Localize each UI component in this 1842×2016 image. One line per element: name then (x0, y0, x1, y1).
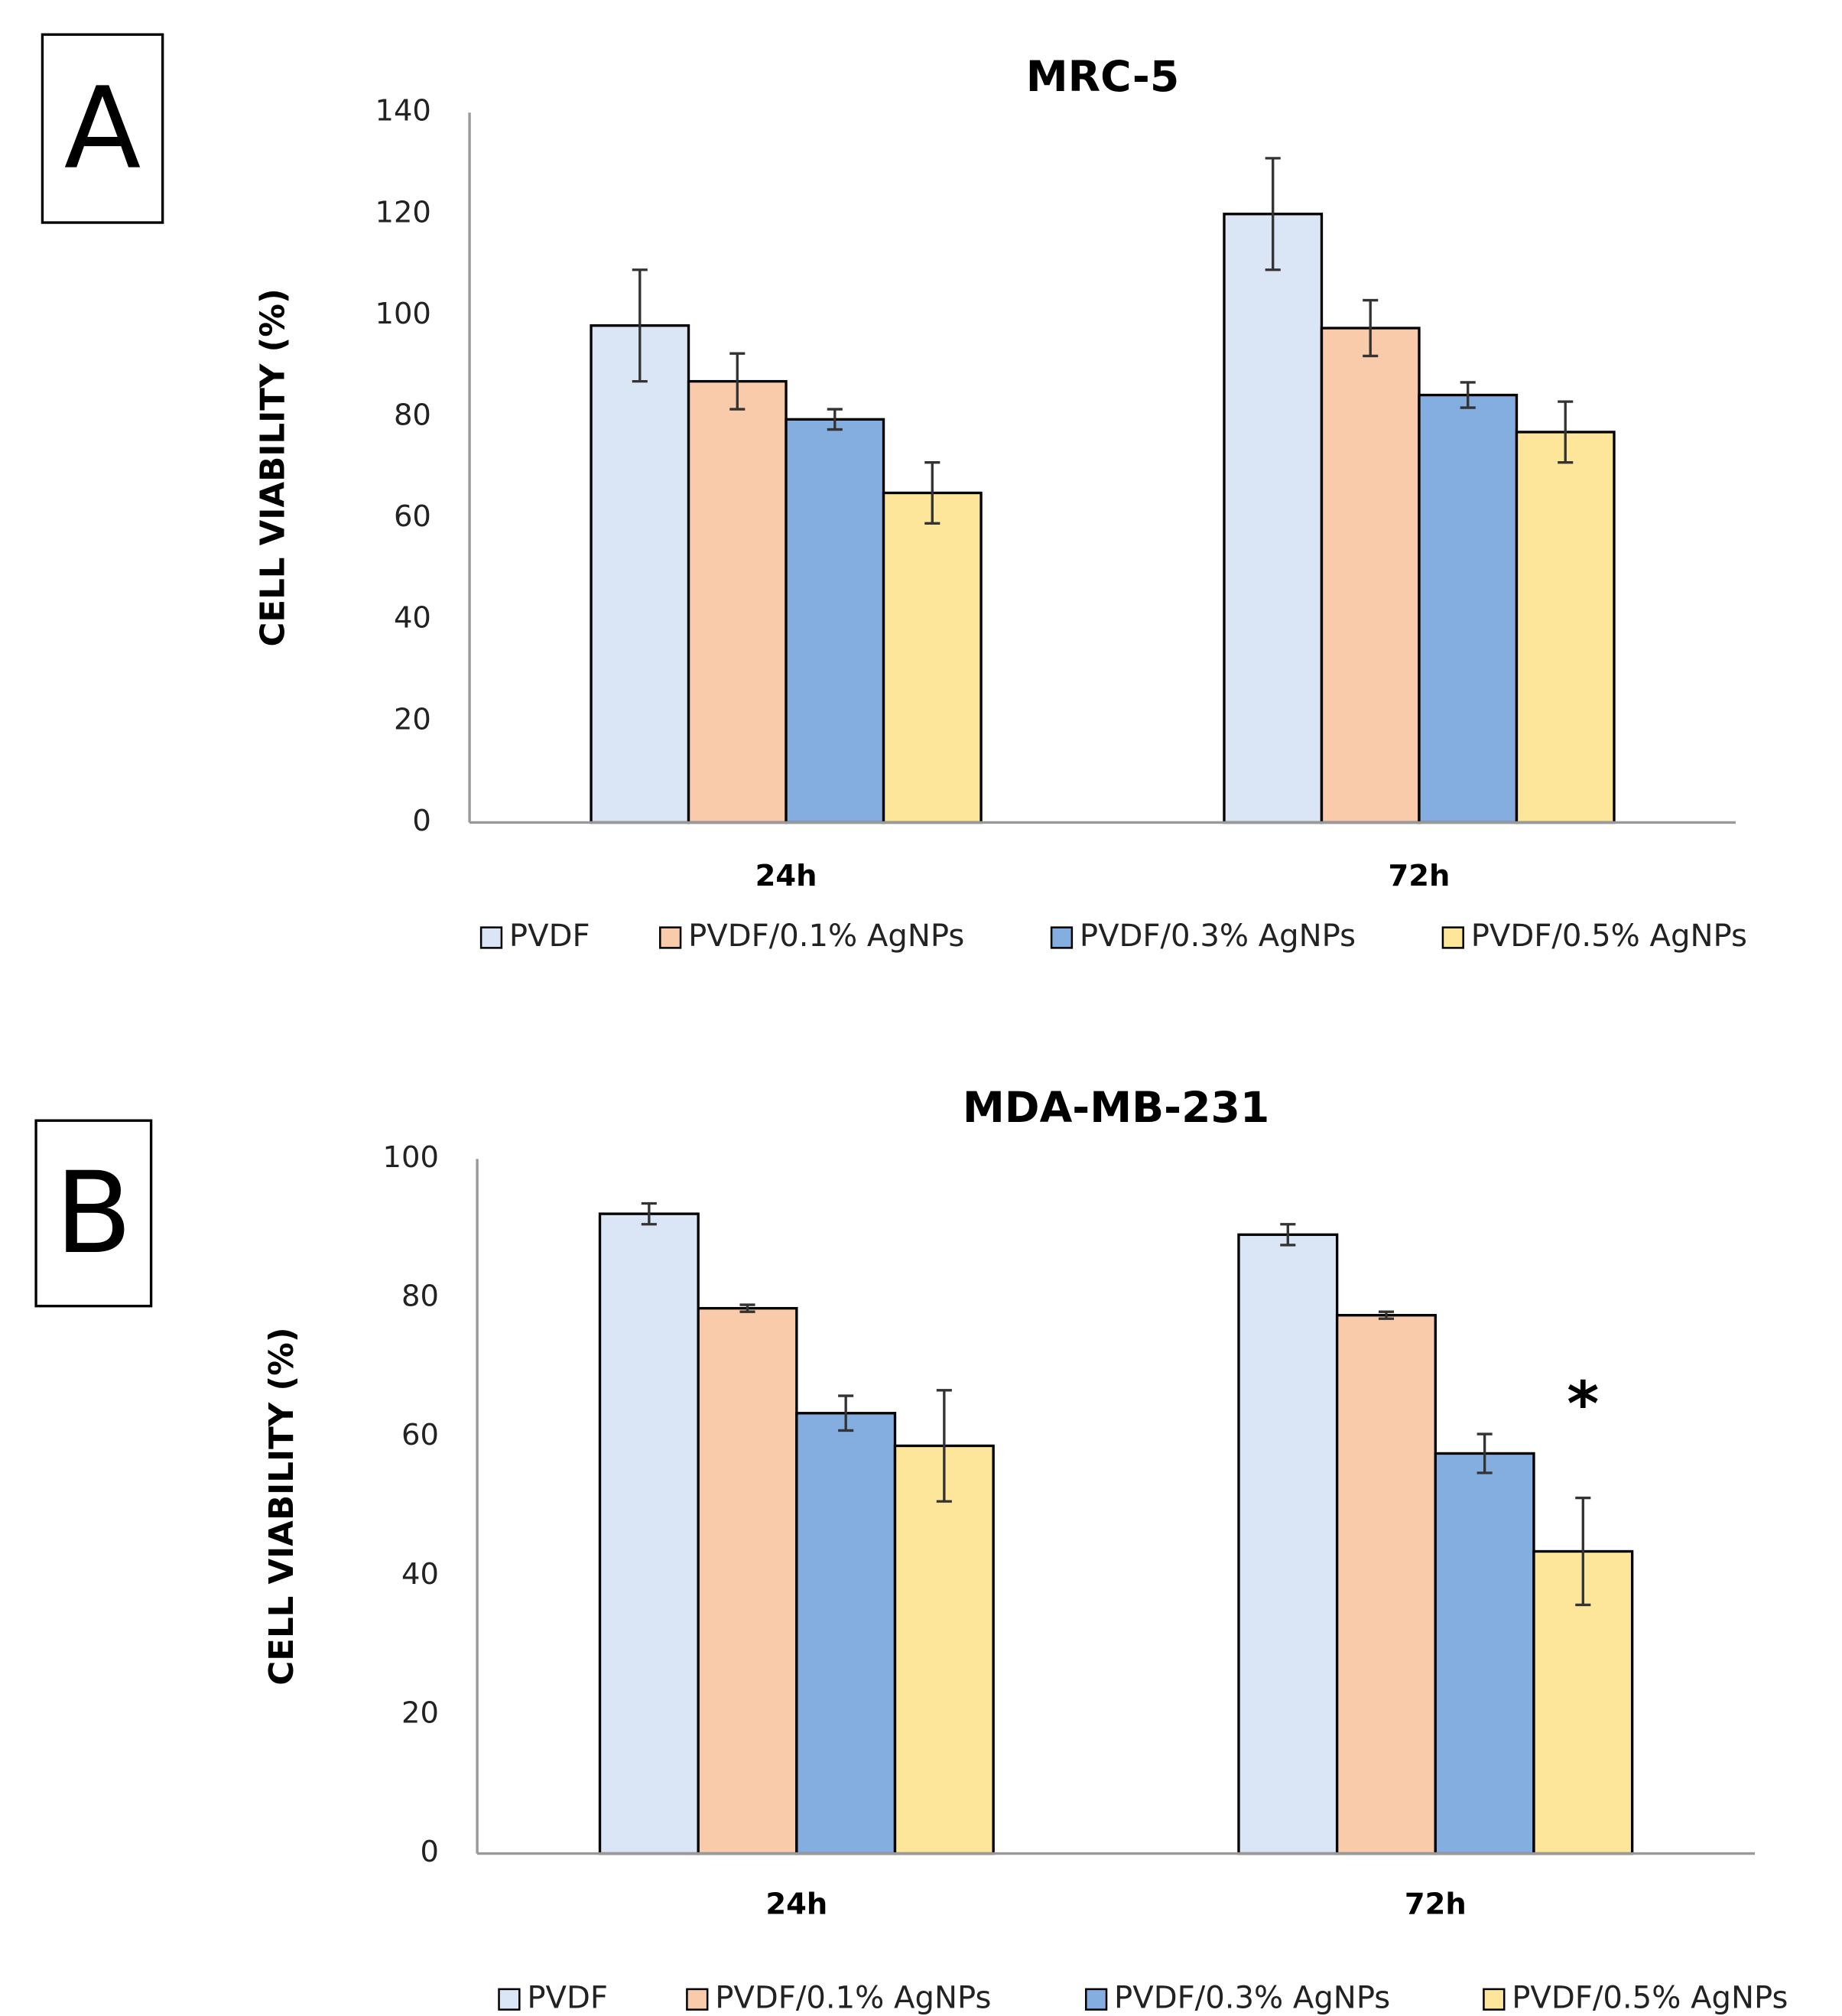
bar (1434, 1452, 1535, 1855)
x-tick-label: 24h (755, 859, 817, 893)
legend-label: PVDF/0.1% AgNPs (715, 1980, 991, 2015)
bar (598, 1212, 700, 1855)
error-bar (1477, 1432, 1493, 1475)
error-bar (1265, 157, 1281, 272)
legend-label: PVDF (527, 1980, 608, 2015)
bar (1320, 327, 1421, 824)
y-tick-label: 140 (375, 94, 430, 128)
legend-label: PVDF/0.5% AgNPs (1512, 1980, 1788, 2015)
error-bar (632, 268, 648, 383)
annotation: * (1567, 1367, 1599, 1439)
y-tick-label: 40 (394, 601, 431, 636)
legend-swatch (686, 1988, 709, 2011)
legend-swatch (1483, 1988, 1506, 2011)
y-tick-label: 120 (375, 195, 430, 229)
panel-box (34, 1119, 153, 1308)
error-bar (729, 352, 746, 411)
legend-label: PVDF (509, 919, 590, 954)
bar (1515, 431, 1616, 824)
y-tick-label: 80 (401, 1280, 439, 1314)
bar (1335, 1314, 1437, 1855)
legend-swatch (479, 926, 503, 949)
panel-box (41, 33, 164, 224)
legend-label: PVDF/0.5% AgNPs (1471, 919, 1747, 954)
y-tick-label: 20 (394, 702, 431, 736)
error-bar (936, 1389, 952, 1503)
legend-label: PVDF/0.3% AgNPs (1080, 919, 1356, 954)
legend-label: PVDF/0.3% AgNPs (1114, 1980, 1390, 2015)
bar (882, 491, 983, 824)
x-tick-label: 72h (1389, 859, 1451, 893)
y-tick-label: 60 (394, 499, 431, 534)
y-tick-label: 40 (401, 1557, 439, 1592)
bar (893, 1444, 995, 1855)
legend-swatch (1441, 926, 1464, 949)
y-tick-label: 100 (383, 1140, 439, 1175)
error-bar (1558, 400, 1574, 464)
bar (590, 324, 690, 824)
y-axis-label: CELL VIABILITY (%) (254, 288, 292, 646)
error-bar (827, 408, 843, 431)
bar (1418, 393, 1519, 824)
bar (697, 1306, 798, 1855)
error-bar (924, 461, 940, 525)
legend-swatch (1050, 926, 1074, 949)
bar (1223, 213, 1324, 824)
y-tick-label: 80 (394, 398, 431, 433)
y-tick-label: 100 (375, 297, 430, 331)
x-tick-label: 72h (1405, 1888, 1467, 1922)
error-bar (838, 1394, 854, 1432)
error-bar (1363, 298, 1379, 358)
panel-label: A (64, 63, 141, 194)
bar (795, 1412, 897, 1855)
error-bar (739, 1303, 755, 1313)
y-tick-label: 60 (401, 1418, 439, 1452)
y-tick-label: 0 (412, 804, 430, 838)
y-tick-label: 0 (420, 1835, 438, 1869)
error-bar (1378, 1310, 1395, 1320)
error-bar (1280, 1223, 1296, 1247)
error-bar (1460, 381, 1476, 409)
x-tick-label: 24h (765, 1888, 827, 1922)
error-bar (1575, 1496, 1591, 1607)
y-tick-label: 20 (401, 1696, 439, 1730)
bar (1237, 1233, 1339, 1855)
panel-label: B (55, 1147, 132, 1279)
chart-title: MDA-MB-231 (963, 1084, 1269, 1133)
error-bar (641, 1201, 657, 1226)
bar (785, 418, 885, 824)
y-axis-label: CELL VIABILITY (%) (263, 1327, 301, 1685)
chart-title: MRC-5 (1026, 53, 1180, 102)
legend-label: PVDF/0.1% AgNPs (688, 919, 964, 954)
legend-swatch (659, 926, 682, 949)
legend-swatch (498, 1988, 521, 2011)
bar (687, 379, 788, 824)
legend-swatch (1085, 1988, 1108, 2011)
